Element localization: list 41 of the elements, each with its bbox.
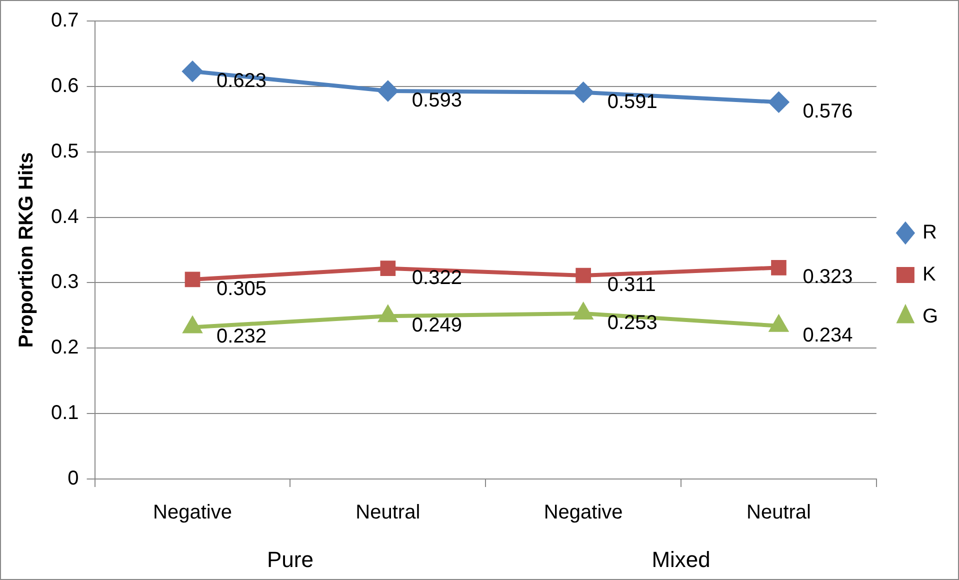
legend-label: R bbox=[922, 222, 937, 244]
point bbox=[378, 81, 398, 102]
point bbox=[576, 268, 591, 284]
x-tick-label: Negative bbox=[153, 502, 232, 524]
data-label: 0.576 bbox=[802, 100, 853, 123]
x-tick-label: Neutral bbox=[746, 502, 811, 524]
x-tick-label: Negative bbox=[544, 502, 623, 524]
x-tick-label: Neutral bbox=[356, 502, 420, 524]
data-label: 0.234 bbox=[802, 324, 853, 346]
data-label: 0.311 bbox=[607, 274, 656, 296]
point bbox=[378, 306, 397, 322]
text: Pure bbox=[266, 547, 314, 572]
point bbox=[768, 92, 789, 112]
y-tick-label: 0.7 bbox=[50, 10, 79, 32]
y-tick-label: 0.2 bbox=[50, 336, 79, 359]
y-tick-label: 0.3 bbox=[50, 271, 79, 294]
y-tick-label: 0.4 bbox=[50, 206, 79, 228]
point bbox=[184, 317, 202, 334]
y-tick-label: 0.5 bbox=[50, 140, 79, 162]
y-tick-label: 0.1 bbox=[50, 402, 79, 424]
data-label: 0.232 bbox=[216, 326, 267, 348]
data-label: 0.591 bbox=[607, 90, 658, 113]
point bbox=[182, 61, 203, 82]
point bbox=[770, 316, 788, 332]
data-label: 0.305 bbox=[216, 278, 267, 300]
legend-label: K bbox=[922, 264, 936, 286]
text: Mixed bbox=[652, 547, 710, 572]
point bbox=[184, 272, 200, 288]
y-tick-label: 0.6 bbox=[50, 74, 79, 97]
point bbox=[574, 303, 592, 320]
data-label: 0.323 bbox=[802, 266, 853, 288]
point bbox=[380, 260, 396, 276]
data-label: 0.249 bbox=[412, 314, 462, 337]
y-axis-title: Proportion RKG Hits bbox=[16, 152, 38, 348]
data-label: 0.322 bbox=[412, 266, 462, 289]
y-tick-label: 0 bbox=[68, 468, 79, 490]
data-label: 0.253 bbox=[607, 312, 658, 334]
point bbox=[573, 82, 594, 102]
data-label: 0.593 bbox=[412, 90, 462, 112]
point bbox=[771, 260, 786, 276]
legend-label: G bbox=[922, 306, 938, 328]
